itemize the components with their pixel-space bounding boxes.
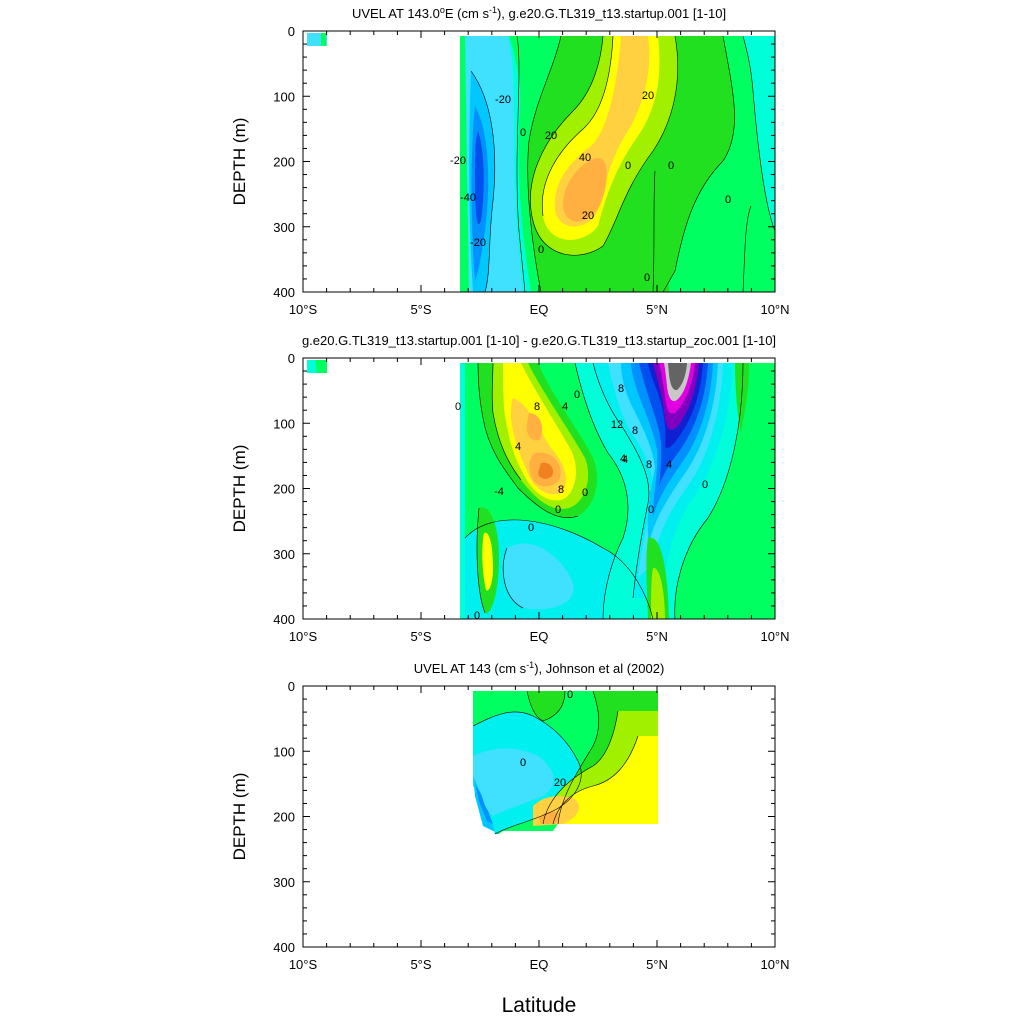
x-tick-label: 5°N xyxy=(646,629,668,644)
y-tick-label: 200 xyxy=(273,155,295,170)
contour-label: -20 xyxy=(495,94,511,106)
contour-label: 8 xyxy=(646,459,652,471)
x-tick-label: 10°S xyxy=(289,629,318,644)
panel-1-contour-fill xyxy=(307,33,775,292)
x-tick-label: 5°N xyxy=(646,957,668,972)
contour-label: 12 xyxy=(611,419,623,431)
contour-label: 4 xyxy=(622,454,628,466)
contour-label: 0 xyxy=(574,389,580,401)
x-tick-label: 10°N xyxy=(760,957,789,972)
contour-label: 4 xyxy=(620,453,626,465)
panel-1-contour-lines: -20 -20 -40 -20 0 20 40 20 20 0 0 0 0 0 xyxy=(450,35,775,292)
y-tick-label: 0 xyxy=(288,679,295,694)
contour-label: 0 xyxy=(725,194,731,206)
y-tick-label: 200 xyxy=(273,810,295,825)
x-axis-label: Latitude xyxy=(502,994,577,1017)
contour-label: 0 xyxy=(644,272,650,284)
panel-2-x-axis: 10°S 5°S EQ 5°N 10°N xyxy=(289,358,790,644)
contour-label: 8 xyxy=(558,484,564,496)
panel-3-contour-lines: 0 0 20 xyxy=(472,689,639,835)
x-tick-label: 5°N xyxy=(646,302,668,317)
x-tick-label: EQ xyxy=(530,957,549,972)
contour-label: 4 xyxy=(562,401,568,413)
y-tick-label: 300 xyxy=(273,875,295,890)
panel-2-title: g.e20.G.TL319_t13.startup.001 [1-10] - g… xyxy=(302,333,776,348)
contour-label: 0 xyxy=(555,504,561,516)
panel-3-title: UVEL AT 143 (cm s-1), Johnson et al (200… xyxy=(414,660,665,676)
panel-3-x-axis: 10°S 5°S EQ 5°N 10°N xyxy=(289,686,790,972)
contour-label: 20 xyxy=(545,130,557,142)
panel-1-x-axis: 10°S 5°S EQ 5°N 10°N xyxy=(289,31,790,317)
contour-label: 20 xyxy=(642,90,654,102)
contour-label: 0 xyxy=(567,689,573,701)
panel-2-ylabel: DEPTH (m) xyxy=(230,445,249,533)
y-tick-label: 300 xyxy=(273,547,295,562)
x-tick-label: EQ xyxy=(530,629,549,644)
panel-3-ylabel: DEPTH (m) xyxy=(230,773,249,861)
contour-label: 0 xyxy=(455,401,461,413)
y-tick-label: 200 xyxy=(273,482,295,497)
panel-2-contour-fill xyxy=(307,360,775,619)
panel-1: -20-20-40-200 204020200000001002003004001… xyxy=(230,5,790,317)
x-tick-label: 5°S xyxy=(410,302,431,317)
contour-label: -4 xyxy=(494,486,504,498)
contour-label: 20 xyxy=(582,210,594,222)
y-tick-label: 100 xyxy=(273,416,295,431)
x-tick-label: 10°N xyxy=(760,302,789,317)
x-tick-label: 5°S xyxy=(410,957,431,972)
panel-1-ylabel: DEPTH (m) xyxy=(230,118,249,206)
contour-label: 0 xyxy=(668,160,674,172)
panel-3-contour-fill xyxy=(473,691,658,834)
contour-label: 8 xyxy=(618,383,624,395)
contour-label: 4 xyxy=(666,459,672,471)
y-tick-label: 400 xyxy=(273,612,295,627)
contour-label: -20 xyxy=(450,155,466,167)
y-tick-label: 400 xyxy=(273,285,295,300)
contour-label: 0 xyxy=(520,127,526,139)
x-tick-label: 10°N xyxy=(760,629,789,644)
contour-label: 20 xyxy=(554,777,566,789)
contour-label: 0 xyxy=(648,504,654,516)
contour-label: 0 xyxy=(520,757,526,769)
contour-label: 4 xyxy=(515,441,521,453)
contour-label: 0 xyxy=(538,244,544,256)
x-tick-label: 10°S xyxy=(289,302,318,317)
contour-label: 40 xyxy=(579,152,591,164)
x-tick-label: 10°S xyxy=(289,957,318,972)
contour-label: 0 xyxy=(474,610,480,622)
contour-label: 8 xyxy=(534,401,540,413)
contour-label: -40 xyxy=(460,192,476,204)
contour-label: 0 xyxy=(625,160,631,172)
y-tick-label: 100 xyxy=(273,89,295,104)
contour-label: 0 xyxy=(702,479,708,491)
y-tick-label: 100 xyxy=(273,744,295,759)
x-tick-label: 5°S xyxy=(410,629,431,644)
contour-label: 0 xyxy=(582,487,588,499)
contour-label: 0 xyxy=(528,522,534,534)
x-tick-label: EQ xyxy=(530,302,549,317)
y-tick-label: 300 xyxy=(273,220,295,235)
y-tick-label: 0 xyxy=(288,351,295,366)
contour-label: 8 xyxy=(632,425,638,437)
y-tick-label: 400 xyxy=(273,940,295,955)
panel-1-title: UVEL AT 143.0oE (cm s-1), g.e20.G.TL319_… xyxy=(352,5,726,21)
y-tick-label: 0 xyxy=(288,24,295,39)
contour-label: -20 xyxy=(470,237,486,249)
